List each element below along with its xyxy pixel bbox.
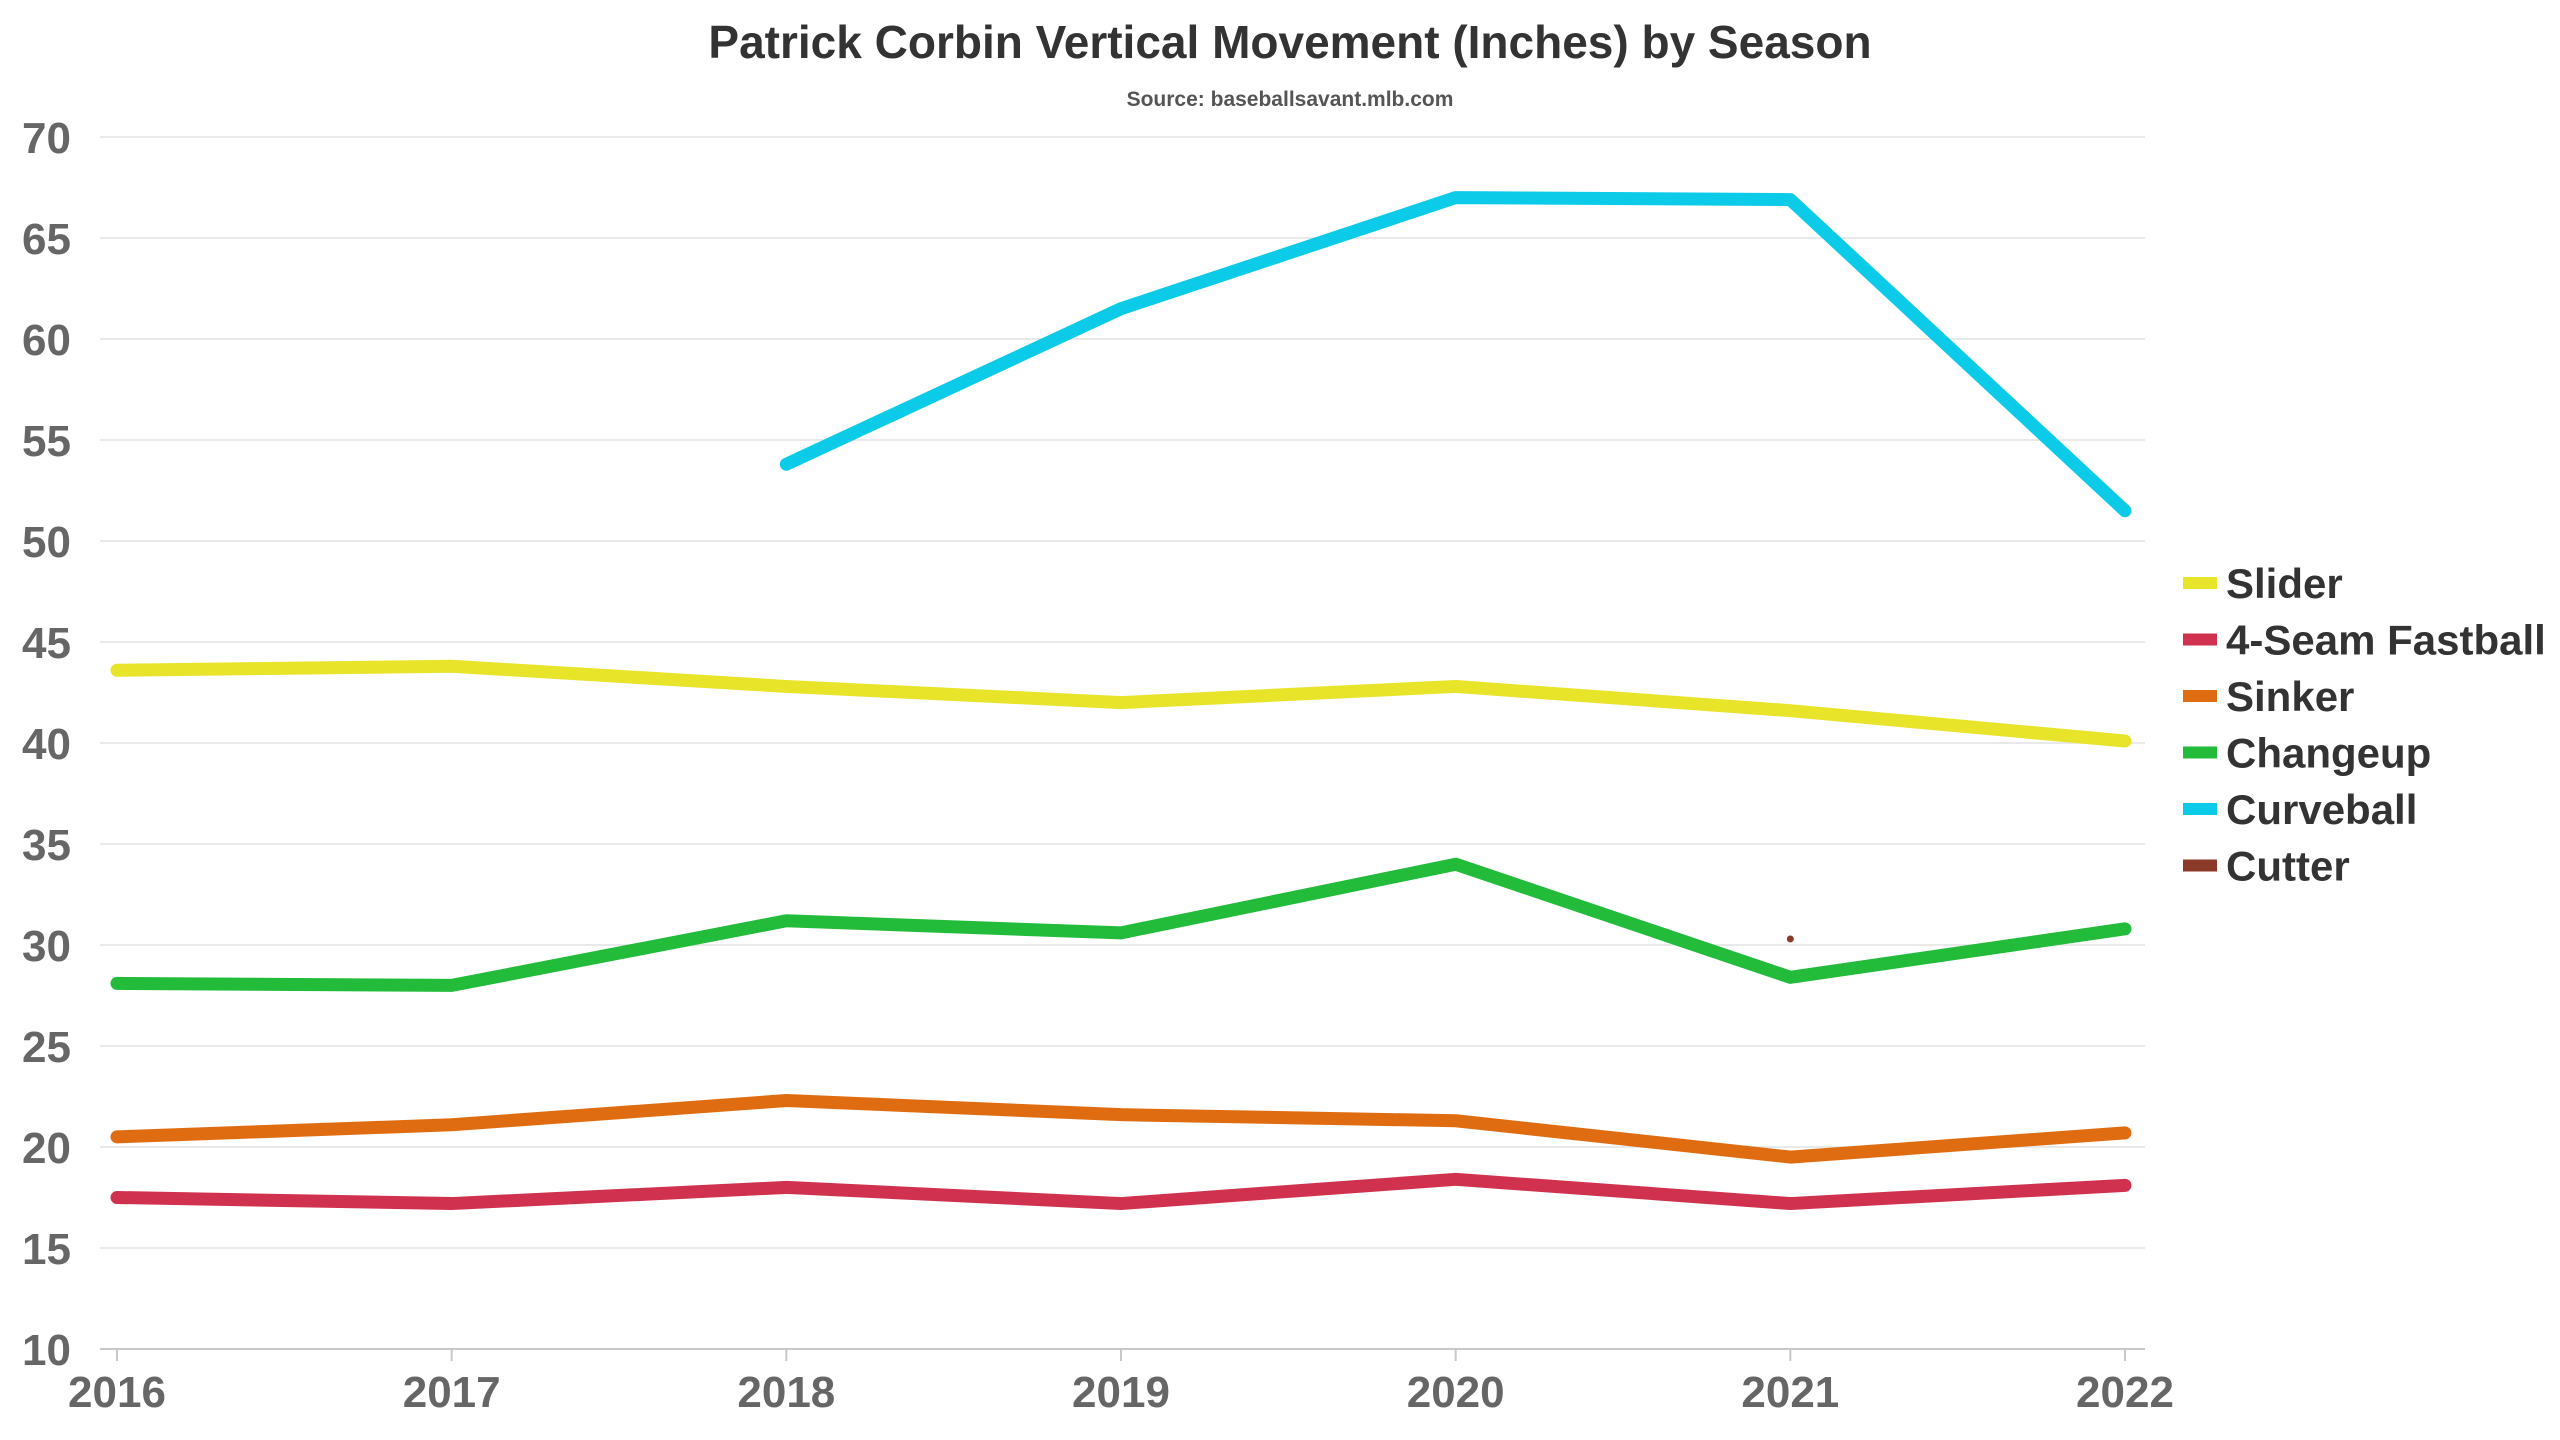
legend-label: Cutter bbox=[2226, 843, 2350, 890]
x-tick-label: 2018 bbox=[737, 1368, 835, 1417]
legend-item[interactable]: Cutter bbox=[2183, 843, 2350, 890]
y-axis: 10 15 20 25 30 35 40 45 50 55 60 65 70 bbox=[22, 114, 71, 1375]
series-cutter bbox=[1786, 935, 1794, 943]
data-point bbox=[1786, 935, 1794, 943]
legend-swatch bbox=[2183, 746, 2217, 759]
legend: Slider 4-Seam Fastball Sinker Changeup Curve… bbox=[2183, 560, 2546, 890]
x-axis: 2016 2017 2018 2019 2020 2021 2022 bbox=[68, 1349, 2174, 1417]
legend-label: 4-Seam Fastball bbox=[2226, 617, 2546, 664]
gridlines bbox=[100, 136, 2145, 1350]
legend-label: Slider bbox=[2226, 560, 2343, 607]
series-lines bbox=[110, 191, 2132, 1211]
y-tick-label: 30 bbox=[22, 922, 71, 971]
x-tick-label: 2020 bbox=[1407, 1368, 1505, 1417]
series-curveball bbox=[779, 191, 2132, 518]
legend-label: Sinker bbox=[2226, 673, 2354, 720]
legend-swatch bbox=[2183, 577, 2217, 589]
legend-item[interactable]: 4-Seam Fastball bbox=[2183, 617, 2546, 664]
y-tick-label: 65 bbox=[22, 215, 71, 264]
y-tick-label: 40 bbox=[22, 720, 71, 769]
legend-swatch bbox=[2183, 859, 2217, 872]
series-line bbox=[110, 1094, 2132, 1164]
x-tick-label: 2017 bbox=[403, 1368, 501, 1417]
chart-subtitle: Source: baseballsavant.mlb.com bbox=[1127, 88, 1454, 111]
legend-label: Curveball bbox=[2226, 786, 2417, 833]
x-tick-label: 2021 bbox=[1741, 1368, 1839, 1417]
y-tick-label: 15 bbox=[22, 1225, 71, 1274]
y-tick-label: 50 bbox=[22, 518, 71, 567]
y-tick-label: 45 bbox=[22, 619, 71, 668]
y-tick-label: 25 bbox=[22, 1023, 71, 1072]
series-sinker bbox=[110, 1094, 2132, 1164]
y-tick-label: 55 bbox=[22, 417, 71, 466]
y-tick-label: 70 bbox=[22, 114, 71, 163]
y-tick-label: 20 bbox=[22, 1124, 71, 1173]
y-tick-label: 10 bbox=[22, 1326, 71, 1375]
legend-item[interactable]: Curveball bbox=[2183, 786, 2417, 833]
legend-swatch bbox=[2183, 633, 2217, 646]
x-tick-label: 2016 bbox=[68, 1368, 166, 1417]
legend-item[interactable]: Changeup bbox=[2183, 730, 2431, 777]
series-changeup bbox=[110, 857, 2132, 992]
y-tick-label: 35 bbox=[22, 821, 71, 870]
series-line bbox=[110, 659, 2132, 748]
legend-item[interactable]: Sinker bbox=[2183, 673, 2354, 720]
y-tick-label: 60 bbox=[22, 316, 71, 365]
series-slider bbox=[110, 659, 2132, 748]
series-line bbox=[110, 857, 2132, 992]
legend-swatch bbox=[2183, 803, 2217, 815]
x-tick-label: 2019 bbox=[1072, 1368, 1170, 1417]
legend-swatch bbox=[2183, 690, 2217, 702]
chart-title: Patrick Corbin Vertical Movement (Inches… bbox=[708, 16, 1871, 68]
series-line bbox=[110, 1172, 2132, 1211]
legend-item[interactable]: Slider bbox=[2183, 560, 2343, 607]
series-line bbox=[779, 191, 2132, 518]
legend-label: Changeup bbox=[2226, 730, 2431, 777]
series-4-seam-fastball bbox=[110, 1172, 2132, 1211]
x-tick-label: 2022 bbox=[2076, 1368, 2174, 1417]
